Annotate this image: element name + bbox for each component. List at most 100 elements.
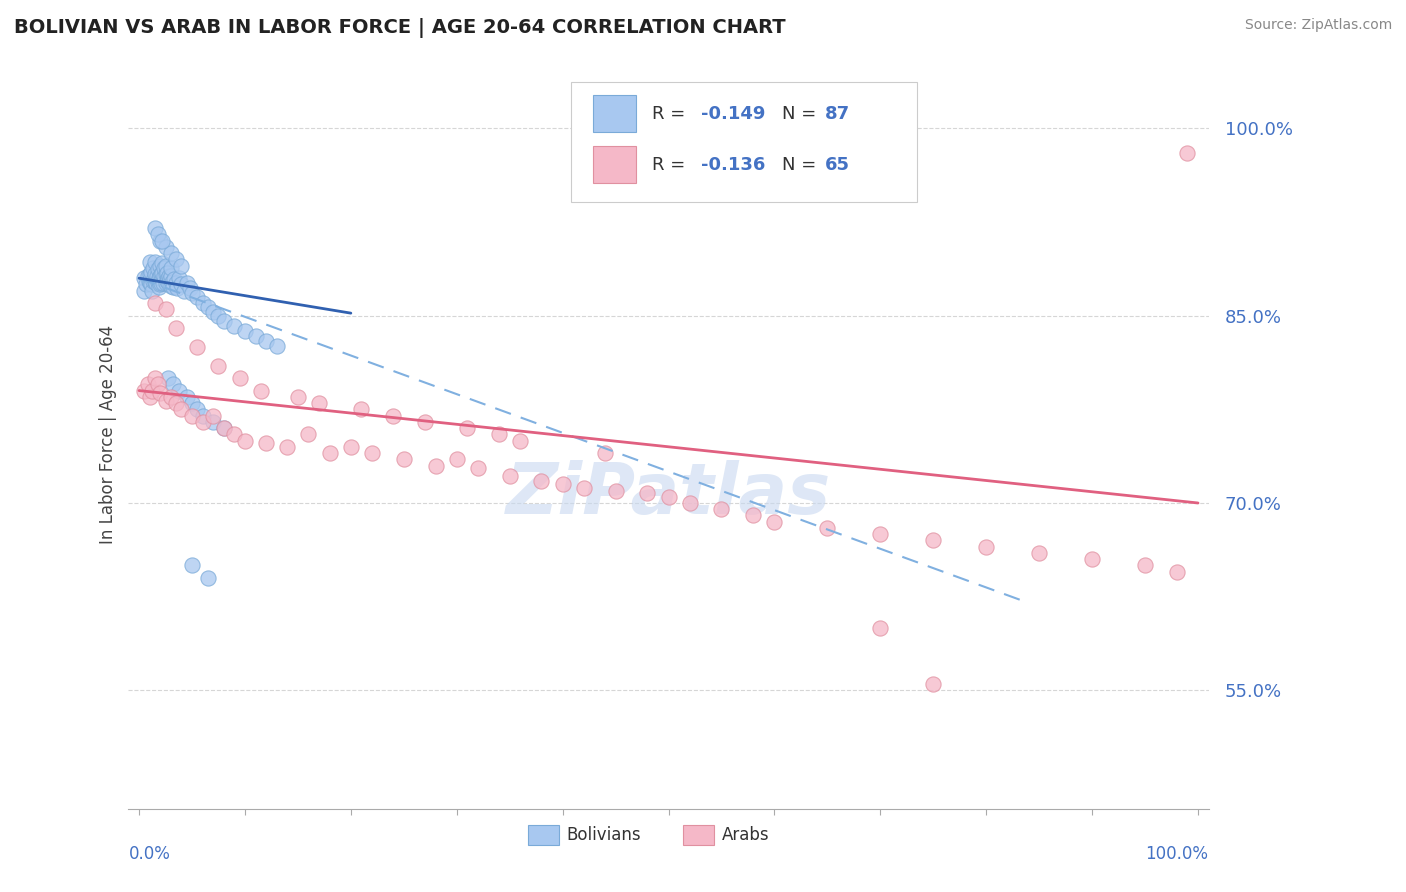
- Point: [636, 486, 658, 500]
- Point: [142, 271, 165, 285]
- Point: [266, 338, 288, 352]
- Point: [191, 296, 214, 310]
- Point: [276, 440, 298, 454]
- Point: [170, 277, 193, 292]
- Point: [163, 272, 186, 286]
- Point: [138, 390, 160, 404]
- Point: [149, 386, 172, 401]
- Point: [169, 384, 191, 398]
- Text: -0.149: -0.149: [702, 104, 765, 122]
- Point: [143, 371, 166, 385]
- Point: [224, 318, 246, 333]
- Point: [1028, 546, 1050, 560]
- Text: BOLIVIAN VS ARAB IN LABOR FORCE | AGE 20-64 CORRELATION CHART: BOLIVIAN VS ARAB IN LABOR FORCE | AGE 20…: [14, 18, 786, 37]
- Point: [165, 252, 187, 267]
- Point: [169, 271, 191, 285]
- Point: [186, 402, 208, 417]
- Point: [138, 255, 160, 269]
- Point: [181, 409, 204, 423]
- Point: [499, 468, 522, 483]
- Point: [212, 313, 235, 327]
- Point: [605, 483, 627, 498]
- Point: [297, 427, 319, 442]
- Point: [245, 328, 267, 343]
- Point: [138, 268, 160, 282]
- Point: [142, 274, 165, 288]
- Point: [152, 276, 174, 290]
- Point: [572, 481, 595, 495]
- Point: [157, 277, 180, 292]
- Point: [162, 280, 184, 294]
- Point: [202, 305, 225, 319]
- Point: [922, 533, 945, 548]
- Point: [155, 240, 177, 254]
- Point: [446, 452, 468, 467]
- Point: [815, 521, 838, 535]
- Point: [160, 268, 183, 283]
- Point: [170, 259, 193, 273]
- Point: [139, 265, 162, 279]
- Text: 100.0%: 100.0%: [1146, 845, 1209, 863]
- Point: [318, 446, 340, 460]
- Point: [141, 284, 163, 298]
- Y-axis label: In Labor Force | Age 20-64: In Labor Force | Age 20-64: [100, 325, 117, 544]
- Text: -0.136: -0.136: [702, 155, 765, 174]
- Point: [165, 276, 187, 290]
- Point: [160, 246, 183, 260]
- Point: [160, 278, 183, 293]
- Point: [361, 446, 384, 460]
- Point: [233, 434, 256, 448]
- Point: [146, 377, 169, 392]
- Point: [166, 281, 188, 295]
- Point: [186, 340, 208, 354]
- Point: [155, 268, 177, 282]
- Point: [593, 446, 616, 460]
- Point: [165, 396, 187, 410]
- Point: [138, 276, 160, 290]
- Point: [413, 415, 436, 429]
- Point: [141, 384, 163, 398]
- Point: [138, 274, 160, 288]
- Point: [679, 496, 702, 510]
- Text: 0.0%: 0.0%: [128, 845, 170, 863]
- Point: [134, 384, 156, 398]
- Point: [340, 440, 363, 454]
- Point: [191, 415, 214, 429]
- Point: [150, 256, 173, 270]
- Point: [869, 527, 891, 541]
- Point: [207, 359, 229, 373]
- Point: [143, 221, 166, 235]
- Text: ZiPatlas: ZiPatlas: [506, 459, 831, 529]
- Point: [150, 268, 173, 282]
- Point: [212, 421, 235, 435]
- Point: [150, 272, 173, 286]
- Point: [1166, 565, 1188, 579]
- Point: [176, 276, 198, 290]
- Point: [153, 261, 176, 276]
- Point: [159, 272, 181, 286]
- Point: [146, 227, 169, 242]
- Point: [763, 515, 786, 529]
- Point: [156, 371, 179, 385]
- Point: [191, 409, 214, 423]
- Point: [179, 281, 201, 295]
- Point: [146, 262, 169, 277]
- Point: [869, 621, 891, 635]
- Point: [134, 271, 156, 285]
- Point: [922, 677, 945, 691]
- Point: [657, 490, 679, 504]
- Point: [135, 277, 157, 292]
- Point: [181, 286, 204, 301]
- Point: [186, 290, 208, 304]
- Point: [350, 402, 373, 417]
- Text: 87: 87: [825, 104, 851, 122]
- Point: [425, 458, 447, 473]
- Point: [392, 452, 415, 467]
- Point: [287, 390, 309, 404]
- Point: [160, 275, 183, 289]
- Point: [254, 436, 277, 450]
- Point: [143, 275, 166, 289]
- Point: [155, 259, 177, 273]
- Point: [530, 474, 553, 488]
- FancyBboxPatch shape: [571, 82, 917, 202]
